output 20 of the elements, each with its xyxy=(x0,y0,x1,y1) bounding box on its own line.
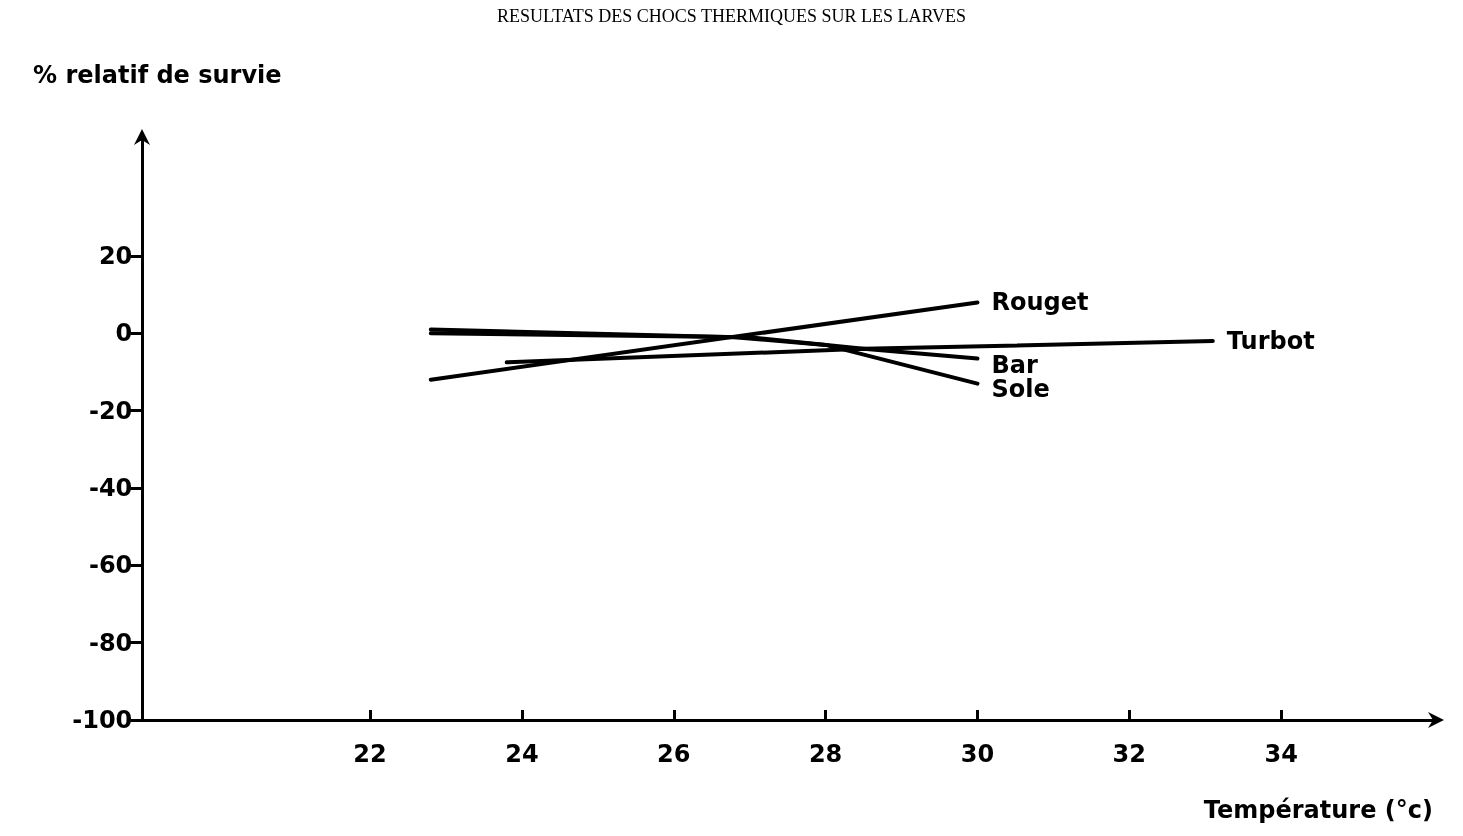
x-tick-label: 26 xyxy=(657,740,691,768)
chart-title: RESULTATS DES CHOCS THERMIQUES SUR LES LARVES xyxy=(496,6,967,26)
y-tick-label: -20 xyxy=(88,396,133,425)
x-tick-label: 32 xyxy=(1112,740,1147,768)
y-tick-label: -60 xyxy=(88,551,133,580)
series-label: Sole xyxy=(991,375,1050,404)
y-tick-label: 20 xyxy=(98,242,133,270)
x-tick-label: 28 xyxy=(808,740,843,768)
x-tick-label: 22 xyxy=(353,740,387,768)
y-tick-label: 0 xyxy=(115,319,133,348)
y-tick-label: -80 xyxy=(88,628,133,657)
x-tick-label: 30 xyxy=(960,740,995,768)
x-axis-title: Température (°c) xyxy=(1203,796,1433,824)
x-tick-label: 24 xyxy=(505,740,539,768)
y-axis-title: % relatif de survie xyxy=(33,61,282,89)
y-tick-label: -40 xyxy=(88,474,133,502)
series-label: Turbot xyxy=(1226,327,1315,356)
y-tick-label: -100 xyxy=(72,706,133,734)
x-tick-label: 34 xyxy=(1264,740,1298,768)
series-label: Rouget xyxy=(991,288,1089,317)
